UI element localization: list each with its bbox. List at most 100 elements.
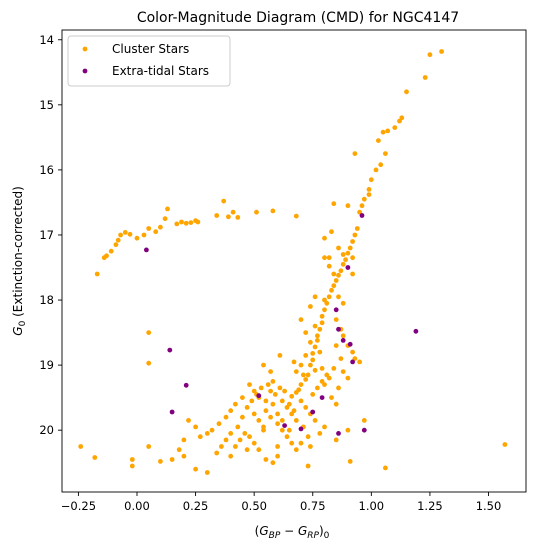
cluster-stars-point xyxy=(315,385,320,391)
cluster-stars-point xyxy=(275,411,280,417)
plot-frame xyxy=(61,29,527,493)
cluster-stars-point xyxy=(235,424,241,430)
extra-tidal-stars-point xyxy=(359,213,365,218)
cluster-stars-point xyxy=(181,453,187,459)
cluster-stars-point xyxy=(366,187,372,192)
y-tick-label: 17 xyxy=(39,228,54,242)
cluster-stars-point xyxy=(317,431,323,436)
cluster-stars-point xyxy=(331,201,337,207)
cluster-stars-point xyxy=(345,375,351,381)
extra-tidal-stars-point xyxy=(167,347,173,353)
cluster-stars-point xyxy=(322,307,327,313)
x-tick-label: 1.00 xyxy=(359,499,385,513)
extra-tidal-stars-point xyxy=(336,431,341,436)
cluster-stars-point xyxy=(336,245,341,251)
cluster-stars-point xyxy=(347,245,353,251)
cluster-stars-point xyxy=(289,393,295,399)
cluster-stars-point xyxy=(312,294,318,300)
cluster-stars-point xyxy=(333,343,339,348)
y-tick-label: 19 xyxy=(39,358,54,372)
y-axis-title: G0 (Extinction-corrected) xyxy=(11,186,28,335)
cluster-stars-point xyxy=(228,431,234,436)
cluster-stars-point xyxy=(310,392,316,397)
legend-marker-cluster-stars xyxy=(82,46,88,52)
cluster-stars-point xyxy=(317,349,323,355)
extra-tidal-stars-point xyxy=(361,427,367,433)
y-tick-label: 15 xyxy=(39,98,54,112)
cluster-stars-point xyxy=(319,320,325,326)
cluster-stars-point xyxy=(308,444,313,449)
cluster-stars-point xyxy=(336,385,341,391)
y-axis: 14 15 16 17 18 19 20 xyxy=(39,33,62,437)
cluster-stars-point xyxy=(383,151,388,157)
x-tick-label: 0.75 xyxy=(300,499,326,513)
cluster-stars-point xyxy=(286,427,292,433)
extra-tidal-stars-point xyxy=(413,328,419,334)
cluster-stars-point xyxy=(275,421,280,427)
cluster-stars-point xyxy=(303,405,309,410)
cluster-stars-point xyxy=(233,401,238,407)
cluster-stars-point xyxy=(146,330,152,335)
cluster-stars-point xyxy=(240,395,245,400)
cluster-stars-point xyxy=(329,395,334,400)
cluster-stars-point xyxy=(209,427,215,433)
cluster-stars-point xyxy=(226,214,231,220)
cluster-stars-point xyxy=(279,418,285,423)
cluster-stars-point xyxy=(141,232,147,238)
cluster-stars-point xyxy=(270,401,276,407)
cluster-stars-point xyxy=(376,138,381,144)
cluster-stars-point xyxy=(289,440,295,446)
cluster-stars-point xyxy=(298,362,304,368)
legend-label-extra-tidal-stars: Extra-tidal Stars xyxy=(112,64,209,78)
cluster-stars-point xyxy=(333,278,339,283)
extra-tidal-stars-point xyxy=(282,423,287,428)
cluster-stars-point xyxy=(397,118,402,124)
cluster-stars-point xyxy=(301,372,306,378)
cluster-stars-point xyxy=(422,75,428,80)
cluster-stars-point xyxy=(338,356,344,361)
cluster-stars-point xyxy=(277,385,283,391)
x-tick-label: 0.00 xyxy=(124,499,150,513)
cluster-stars-point xyxy=(427,52,433,58)
cluster-stars-point xyxy=(359,203,365,209)
cluster-stars-point xyxy=(352,232,358,238)
x-axis-title: (GBP − GRP)0 xyxy=(255,524,330,541)
cluster-stars-point xyxy=(263,408,269,414)
cluster-stars-point xyxy=(265,382,271,387)
cluster-stars-point xyxy=(146,444,152,449)
cluster-stars-point xyxy=(322,235,327,241)
extra-tidal-stars-point xyxy=(333,307,339,313)
cluster-stars-point xyxy=(146,360,152,366)
cluster-stars-point xyxy=(183,220,189,226)
cluster-stars-point xyxy=(326,294,332,300)
cluster-stars-point xyxy=(326,255,332,261)
cluster-stars-point xyxy=(256,447,262,453)
cluster-stars-point xyxy=(247,434,252,440)
x-tick-label: 0.25 xyxy=(183,499,209,513)
cluster-stars-point xyxy=(352,151,358,157)
extra-tidal-stars-point xyxy=(340,338,346,343)
cluster-stars-point xyxy=(176,447,182,453)
cluster-stars-point xyxy=(380,129,386,135)
cluster-stars-point xyxy=(385,128,391,134)
cluster-stars-point xyxy=(228,453,234,459)
extra-tidal-stars-point xyxy=(347,341,353,347)
cluster-stars-point xyxy=(270,379,276,384)
cluster-stars-point xyxy=(277,353,283,358)
cluster-stars-point xyxy=(305,372,311,378)
cluster-stars-point xyxy=(312,344,318,350)
cluster-stars-point xyxy=(357,209,362,215)
cluster-stars-point xyxy=(244,447,250,453)
cluster-stars-point xyxy=(134,235,140,241)
extra-tidal-stars-point xyxy=(144,247,149,253)
cluster-stars-point xyxy=(312,367,318,373)
x-tick-label: 1.50 xyxy=(476,499,502,513)
cluster-stars-point xyxy=(310,357,316,363)
cluster-stars-point xyxy=(329,287,334,293)
cluster-stars-point xyxy=(298,440,304,446)
cluster-stars-point xyxy=(317,326,323,332)
cluster-stars-point xyxy=(293,447,299,453)
cluster-stars-point xyxy=(223,414,229,420)
cluster-stars-point xyxy=(282,388,287,394)
